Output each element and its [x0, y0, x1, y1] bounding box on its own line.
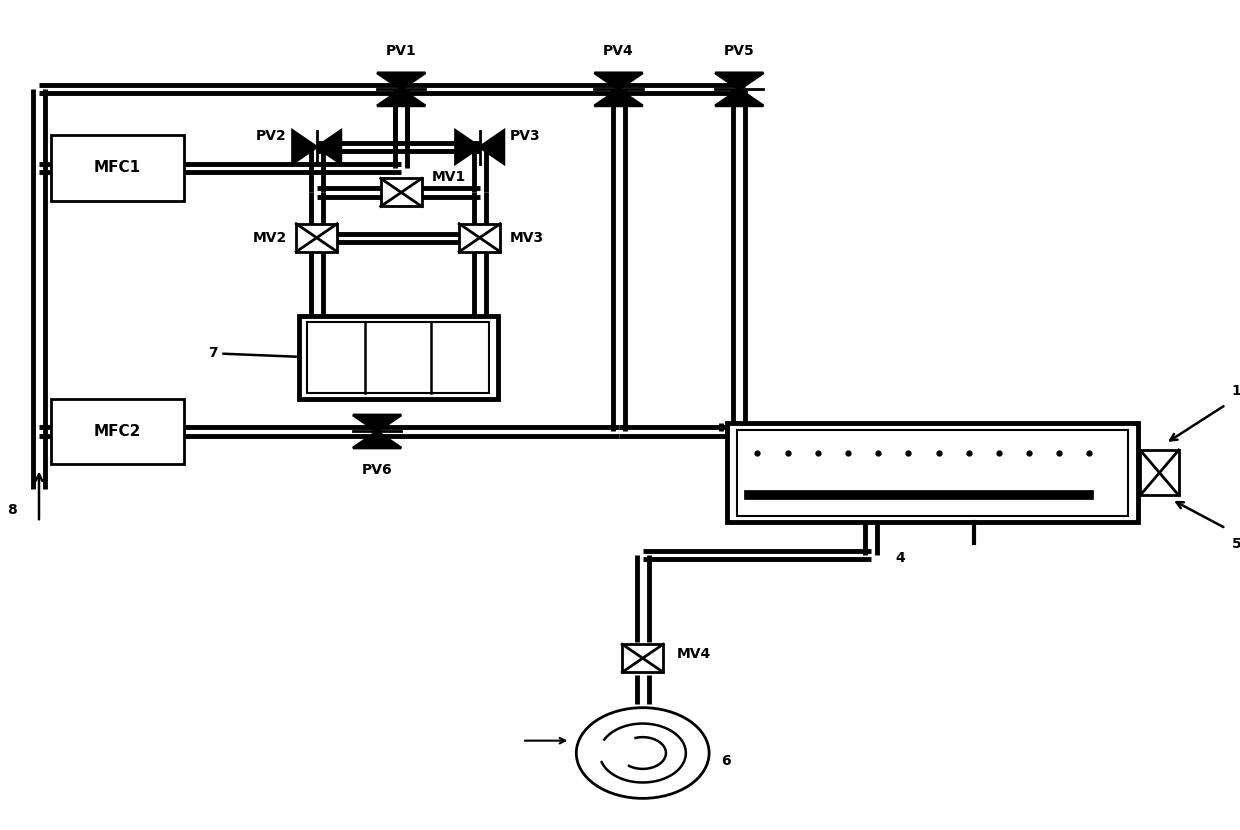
Polygon shape — [316, 130, 341, 164]
Polygon shape — [715, 73, 764, 90]
Bar — [622, 644, 663, 672]
Text: MV1: MV1 — [432, 170, 466, 184]
Polygon shape — [353, 432, 402, 448]
Text: PV3: PV3 — [510, 129, 541, 143]
Text: 7: 7 — [208, 346, 305, 360]
Text: 1: 1 — [1231, 384, 1240, 398]
Polygon shape — [353, 415, 402, 432]
Bar — [737, 430, 1128, 515]
Text: 4: 4 — [895, 551, 905, 565]
Bar — [1140, 450, 1179, 496]
Bar — [296, 224, 337, 251]
Polygon shape — [377, 90, 425, 106]
Bar — [51, 398, 184, 465]
Bar — [308, 322, 490, 393]
Text: MV2: MV2 — [252, 231, 286, 245]
Polygon shape — [293, 130, 316, 164]
Polygon shape — [594, 90, 642, 106]
Bar — [299, 316, 497, 398]
Text: 2: 2 — [932, 460, 942, 474]
Bar — [459, 224, 500, 251]
Polygon shape — [594, 73, 642, 90]
Text: PV4: PV4 — [603, 44, 634, 58]
Text: 8: 8 — [7, 503, 17, 517]
Text: MV4: MV4 — [677, 647, 711, 661]
Text: MFC2: MFC2 — [94, 424, 141, 439]
Polygon shape — [377, 73, 425, 90]
Bar — [381, 178, 422, 207]
Text: 6: 6 — [722, 754, 730, 769]
Bar — [51, 134, 184, 201]
Text: PV6: PV6 — [362, 463, 392, 476]
Text: PV1: PV1 — [386, 44, 417, 58]
Text: MV3: MV3 — [510, 231, 544, 245]
Bar — [727, 423, 1138, 522]
Text: 5: 5 — [1231, 537, 1240, 550]
Polygon shape — [715, 90, 764, 106]
Text: PV2: PV2 — [255, 129, 286, 143]
Circle shape — [577, 708, 709, 798]
Text: MFC1: MFC1 — [94, 160, 141, 175]
Polygon shape — [455, 130, 480, 164]
Text: 3: 3 — [1014, 473, 1024, 487]
Text: PV5: PV5 — [724, 44, 755, 58]
Polygon shape — [480, 130, 503, 164]
